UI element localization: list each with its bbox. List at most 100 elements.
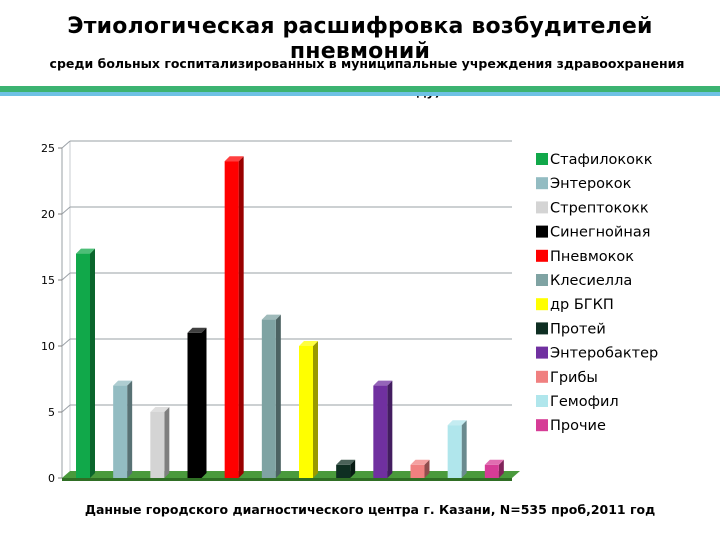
bar-front bbox=[373, 385, 388, 478]
legend-label: Пневмокок bbox=[550, 249, 634, 265]
legend-label: Грибы bbox=[550, 370, 598, 386]
bar-top bbox=[373, 380, 393, 386]
legend-item: Стрептококк bbox=[536, 200, 649, 216]
legend-item: Синегнойная bbox=[536, 225, 650, 241]
legend-label: Протей bbox=[550, 321, 606, 337]
legend-item: Протей bbox=[536, 321, 606, 337]
bar-side bbox=[90, 248, 95, 478]
bar-top bbox=[484, 459, 504, 465]
bar-top bbox=[261, 314, 281, 320]
bar-side bbox=[313, 341, 318, 478]
bar-side bbox=[387, 380, 393, 478]
bar bbox=[410, 459, 430, 478]
legend-item: Грибы bbox=[536, 370, 598, 386]
source-footnote: Данные городского диагностического центр… bbox=[84, 502, 656, 517]
y-tick-label: 20 bbox=[41, 208, 55, 221]
bar-front bbox=[484, 464, 499, 478]
floor-top bbox=[62, 471, 520, 478]
legend-item: Гемофил bbox=[536, 394, 619, 410]
bar bbox=[187, 327, 207, 478]
legend-swatch bbox=[536, 177, 548, 190]
y-tick-label: 25 bbox=[41, 142, 55, 155]
bar-side bbox=[461, 420, 467, 478]
gridline-diagonal bbox=[61, 272, 71, 281]
legend-label: Стрептококк bbox=[550, 200, 649, 216]
bar-top bbox=[187, 327, 207, 333]
legend-item: Энтеробактер bbox=[536, 346, 658, 362]
header-stripe-green bbox=[0, 86, 720, 92]
y-tick-label: 5 bbox=[48, 406, 55, 419]
bar-front bbox=[410, 464, 425, 478]
legend-swatch bbox=[536, 346, 548, 359]
y-tick-label: 15 bbox=[41, 274, 55, 287]
chart-bars bbox=[76, 156, 504, 478]
bar-top bbox=[410, 459, 430, 465]
bar-top bbox=[150, 407, 170, 412]
bar bbox=[224, 156, 244, 478]
bar bbox=[336, 459, 356, 478]
bar-side bbox=[238, 156, 244, 478]
bar-front bbox=[76, 253, 90, 478]
legend-swatch bbox=[536, 322, 548, 335]
bar-side bbox=[498, 459, 504, 478]
gridline-diagonal bbox=[61, 206, 71, 215]
chart-title: Этиологическая расшифровка возбудителей … bbox=[67, 14, 653, 64]
bar bbox=[299, 341, 318, 478]
bar-front bbox=[336, 464, 351, 478]
bar-front bbox=[261, 319, 276, 478]
legend-swatch bbox=[536, 370, 548, 383]
bar-front bbox=[224, 161, 239, 478]
bar-front bbox=[150, 412, 165, 478]
legend-swatch bbox=[536, 419, 548, 432]
legend-swatch bbox=[536, 395, 548, 407]
legend-item: Стафилококк bbox=[536, 152, 653, 168]
bar-top bbox=[299, 341, 318, 346]
gridline-diagonal bbox=[61, 338, 71, 347]
chart-floor bbox=[62, 471, 520, 481]
legend-swatch bbox=[536, 249, 548, 262]
legend-swatch bbox=[536, 153, 548, 165]
y-tick-label: 0 bbox=[48, 472, 55, 485]
legend-label: др БГКП bbox=[550, 297, 614, 313]
legend-label: Прочие bbox=[550, 418, 606, 434]
bar-side bbox=[127, 380, 133, 478]
legend-item: Клесиелла bbox=[536, 273, 632, 289]
bar bbox=[447, 420, 467, 478]
legend-label: Стафилококк bbox=[550, 152, 653, 168]
bar-front bbox=[299, 346, 313, 478]
legend-swatch bbox=[536, 274, 548, 286]
y-axis-ticks: 0 5 10 15 20 25 bbox=[41, 142, 55, 485]
bar-side bbox=[275, 314, 281, 478]
y-tick-label: 10 bbox=[41, 340, 55, 353]
legend-item: Энтерокок bbox=[536, 176, 632, 192]
legend-item: др БГКП bbox=[536, 297, 614, 313]
legend-label: Синегнойная bbox=[550, 225, 650, 241]
legend-swatch bbox=[536, 298, 548, 311]
header-stripe-blue bbox=[0, 92, 720, 96]
legend-item: Прочие bbox=[536, 418, 606, 434]
legend-label: Гемофил bbox=[550, 394, 619, 410]
bar-top bbox=[113, 380, 133, 386]
legend-label: Клесиелла bbox=[550, 273, 632, 289]
bar-front bbox=[447, 425, 462, 478]
legend-swatch bbox=[536, 225, 548, 238]
bar-top bbox=[76, 248, 95, 254]
legend-item: Пневмокок bbox=[536, 249, 634, 265]
legend-label: Энтерокок bbox=[550, 176, 632, 192]
floor-edge bbox=[62, 478, 512, 481]
bar-side bbox=[164, 407, 170, 478]
bar bbox=[150, 407, 170, 478]
bar bbox=[76, 248, 95, 478]
bar-top bbox=[224, 156, 244, 162]
bar bbox=[261, 314, 281, 478]
bar-top bbox=[336, 459, 356, 465]
gridline-diagonal bbox=[61, 140, 71, 149]
bar bbox=[484, 459, 504, 478]
legend-swatch bbox=[536, 201, 548, 214]
bar-side bbox=[201, 327, 207, 478]
gridline-diagonal bbox=[61, 404, 71, 413]
chart-grid bbox=[58, 140, 512, 479]
bar bbox=[373, 380, 393, 478]
bar-top bbox=[447, 420, 467, 426]
